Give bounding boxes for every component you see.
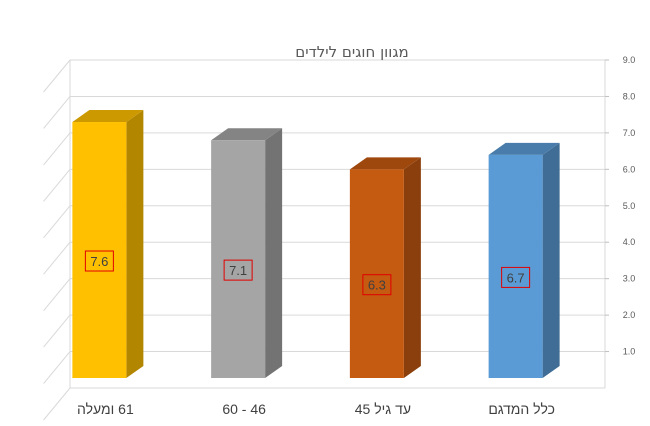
category-label: 46 - 60: [222, 401, 266, 417]
side-gridline: [43, 169, 71, 202]
data-label-box: [501, 266, 531, 288]
y-tick-label: 9.0: [623, 55, 636, 65]
y-axis-ticks: 1.0 2.0 3.0 4.0 5.0 6.0 7.0 8.0 9.0: [605, 55, 635, 357]
side-gridline: [43, 351, 71, 384]
bar-front: [349, 169, 404, 378]
bar-side: [403, 157, 421, 378]
y-tick-label: 6.0: [623, 164, 636, 174]
bar-top: [488, 142, 560, 155]
bar-side: [126, 110, 144, 379]
y-tick-label: 5.0: [623, 201, 636, 211]
data-label-box: [223, 259, 253, 281]
bar-front: [488, 154, 543, 378]
side-gridline: [43, 241, 71, 275]
data-label: 7.1: [229, 263, 247, 278]
y-tick-label: 4.0: [623, 237, 636, 247]
category-label: כלל המדגם: [488, 401, 555, 417]
bar-front: [72, 122, 127, 379]
bar-top: [349, 157, 421, 170]
category-labels: כלל המדגם עד גיל 45 46 - 60 61 ומעלה: [77, 401, 555, 417]
bars: 6.7 6.3 7.1 7.6: [72, 110, 560, 379]
category-label: 61 ומעלה: [77, 401, 134, 417]
y-tick-label: 8.0: [623, 91, 636, 101]
bar-top: [72, 110, 144, 123]
y-tick-label: 1.0: [623, 347, 636, 357]
bar: [211, 128, 283, 378]
bar: [72, 110, 144, 379]
side-gridline: [43, 278, 71, 311]
bar: [349, 157, 421, 378]
data-label-box: [84, 250, 114, 272]
bar-side: [265, 128, 283, 378]
bar-front: [211, 140, 266, 378]
bar-top: [211, 128, 283, 141]
data-label: 7.6: [90, 254, 108, 269]
data-label: 6.7: [507, 270, 525, 285]
data-label-box: [362, 274, 392, 296]
side-gridline: [43, 314, 71, 348]
y-tick-label: 3.0: [623, 274, 636, 284]
side-gridline: [43, 205, 71, 239]
category-label: עד גיל 45: [355, 401, 411, 417]
side-gridline: [43, 59, 71, 93]
side-gridline: [43, 96, 71, 129]
chart-title: מגוון חוגים לילדים: [295, 43, 408, 61]
y-tick-label: 2.0: [623, 310, 636, 320]
bar: [488, 142, 560, 378]
side-gridline: [43, 132, 71, 166]
y-tick-label: 7.0: [623, 128, 636, 138]
bar-side: [542, 142, 560, 378]
data-label: 6.3: [368, 278, 386, 293]
side-gridline: [43, 387, 71, 421]
